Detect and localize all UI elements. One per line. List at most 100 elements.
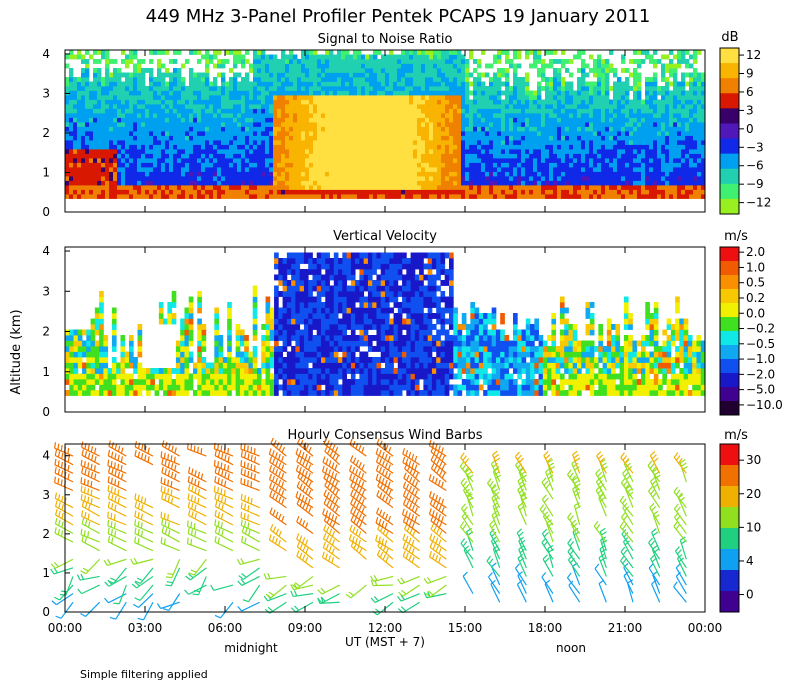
snr-cell bbox=[437, 135, 442, 141]
snr-cell bbox=[321, 162, 326, 168]
snr-cell bbox=[345, 108, 350, 114]
snr-cell bbox=[373, 63, 378, 69]
snr-cell bbox=[189, 167, 194, 172]
vv-cell bbox=[69, 368, 74, 374]
snr-cell bbox=[453, 95, 458, 100]
snr-cell bbox=[661, 126, 666, 132]
snr-cell bbox=[641, 194, 646, 199]
snr-cell bbox=[565, 185, 570, 190]
snr-cell bbox=[273, 99, 278, 105]
snr-cell bbox=[385, 81, 390, 87]
snr-cell bbox=[605, 86, 610, 91]
snr-cell bbox=[665, 108, 670, 114]
snr-cell bbox=[101, 104, 106, 109]
snr-cell bbox=[701, 113, 706, 118]
snr-cell bbox=[389, 113, 394, 118]
snr-cell bbox=[329, 77, 334, 82]
snr-cell bbox=[429, 162, 434, 168]
snr-cell bbox=[505, 180, 510, 186]
snr-cell bbox=[513, 135, 518, 141]
snr-cell bbox=[433, 72, 438, 78]
snr-cell bbox=[317, 59, 322, 64]
snr-cell bbox=[325, 135, 330, 141]
snr-cell bbox=[665, 81, 670, 87]
snr-cell bbox=[77, 158, 82, 163]
vv-cell bbox=[82, 390, 87, 396]
snr-cell bbox=[529, 50, 534, 55]
snr-cell bbox=[109, 189, 114, 195]
snr-cell bbox=[225, 185, 230, 190]
snr-cell bbox=[693, 185, 698, 190]
snr-cell bbox=[201, 140, 206, 145]
snr-cell bbox=[101, 90, 106, 96]
snr-cell bbox=[505, 54, 510, 60]
snr-cell bbox=[473, 104, 478, 109]
snr-cell bbox=[557, 167, 562, 172]
snr-cell bbox=[289, 171, 294, 177]
snr-cell bbox=[229, 135, 234, 141]
snr-cell bbox=[433, 153, 438, 159]
snr-cell bbox=[417, 194, 422, 199]
snr-cell bbox=[317, 158, 322, 163]
snr-cell bbox=[669, 104, 674, 109]
snr-cell bbox=[637, 81, 642, 87]
snr-cell bbox=[137, 180, 142, 186]
snr-cell bbox=[453, 68, 458, 73]
snr-cell bbox=[149, 113, 154, 118]
snr-cell bbox=[425, 99, 430, 105]
snr-cell bbox=[341, 108, 346, 114]
snr-cell bbox=[389, 135, 394, 141]
snr-cell bbox=[141, 180, 146, 186]
snr-cell bbox=[309, 113, 314, 118]
snr-cell bbox=[641, 59, 646, 64]
snr-cell bbox=[597, 194, 602, 199]
snr-cell bbox=[337, 194, 342, 199]
snr-cell bbox=[645, 180, 650, 186]
snr-cell bbox=[137, 104, 142, 109]
snr-cell bbox=[393, 189, 398, 195]
snr-cell bbox=[129, 131, 134, 136]
snr-cell bbox=[333, 59, 338, 64]
snr-cell bbox=[445, 149, 450, 154]
snr-cell bbox=[593, 68, 598, 73]
snr-cell bbox=[73, 95, 78, 100]
snr-cell bbox=[213, 81, 218, 87]
snr-cell bbox=[533, 185, 538, 190]
snr-cell bbox=[97, 176, 102, 181]
snr-cell bbox=[129, 104, 134, 109]
snr-cell bbox=[573, 194, 578, 199]
snr-cell bbox=[549, 63, 554, 69]
snr-cell bbox=[409, 162, 414, 168]
colorbar-swatch bbox=[720, 48, 739, 64]
snr-cell bbox=[213, 162, 218, 168]
snr-cell bbox=[649, 131, 654, 136]
snr-cell bbox=[693, 126, 698, 132]
snr-cell bbox=[105, 149, 110, 154]
snr-cell bbox=[221, 153, 226, 159]
snr-cell bbox=[353, 104, 358, 109]
snr-cell bbox=[217, 104, 222, 109]
snr-cell bbox=[645, 167, 650, 172]
snr-cell bbox=[117, 104, 122, 109]
snr-cell bbox=[521, 95, 526, 100]
snr-cell bbox=[601, 140, 606, 145]
snr-cell bbox=[293, 68, 298, 73]
snr-cell bbox=[649, 117, 654, 123]
snr-cell bbox=[465, 135, 470, 141]
snr-cell bbox=[89, 86, 94, 91]
snr-cell bbox=[197, 189, 202, 195]
snr-cell bbox=[701, 167, 706, 172]
snr-cell bbox=[589, 162, 594, 168]
snr-cell bbox=[97, 72, 102, 78]
snr-cell bbox=[149, 162, 154, 168]
snr-cell bbox=[133, 153, 138, 159]
snr-cell bbox=[149, 72, 154, 78]
snr-cell bbox=[325, 122, 330, 127]
snr-cell bbox=[517, 122, 522, 127]
snr-cell bbox=[585, 185, 590, 190]
snr-cell bbox=[597, 162, 602, 168]
snr-cell bbox=[177, 117, 182, 123]
snr-cell bbox=[417, 140, 422, 145]
snr-cell bbox=[317, 180, 322, 186]
snr-cell bbox=[93, 95, 98, 100]
